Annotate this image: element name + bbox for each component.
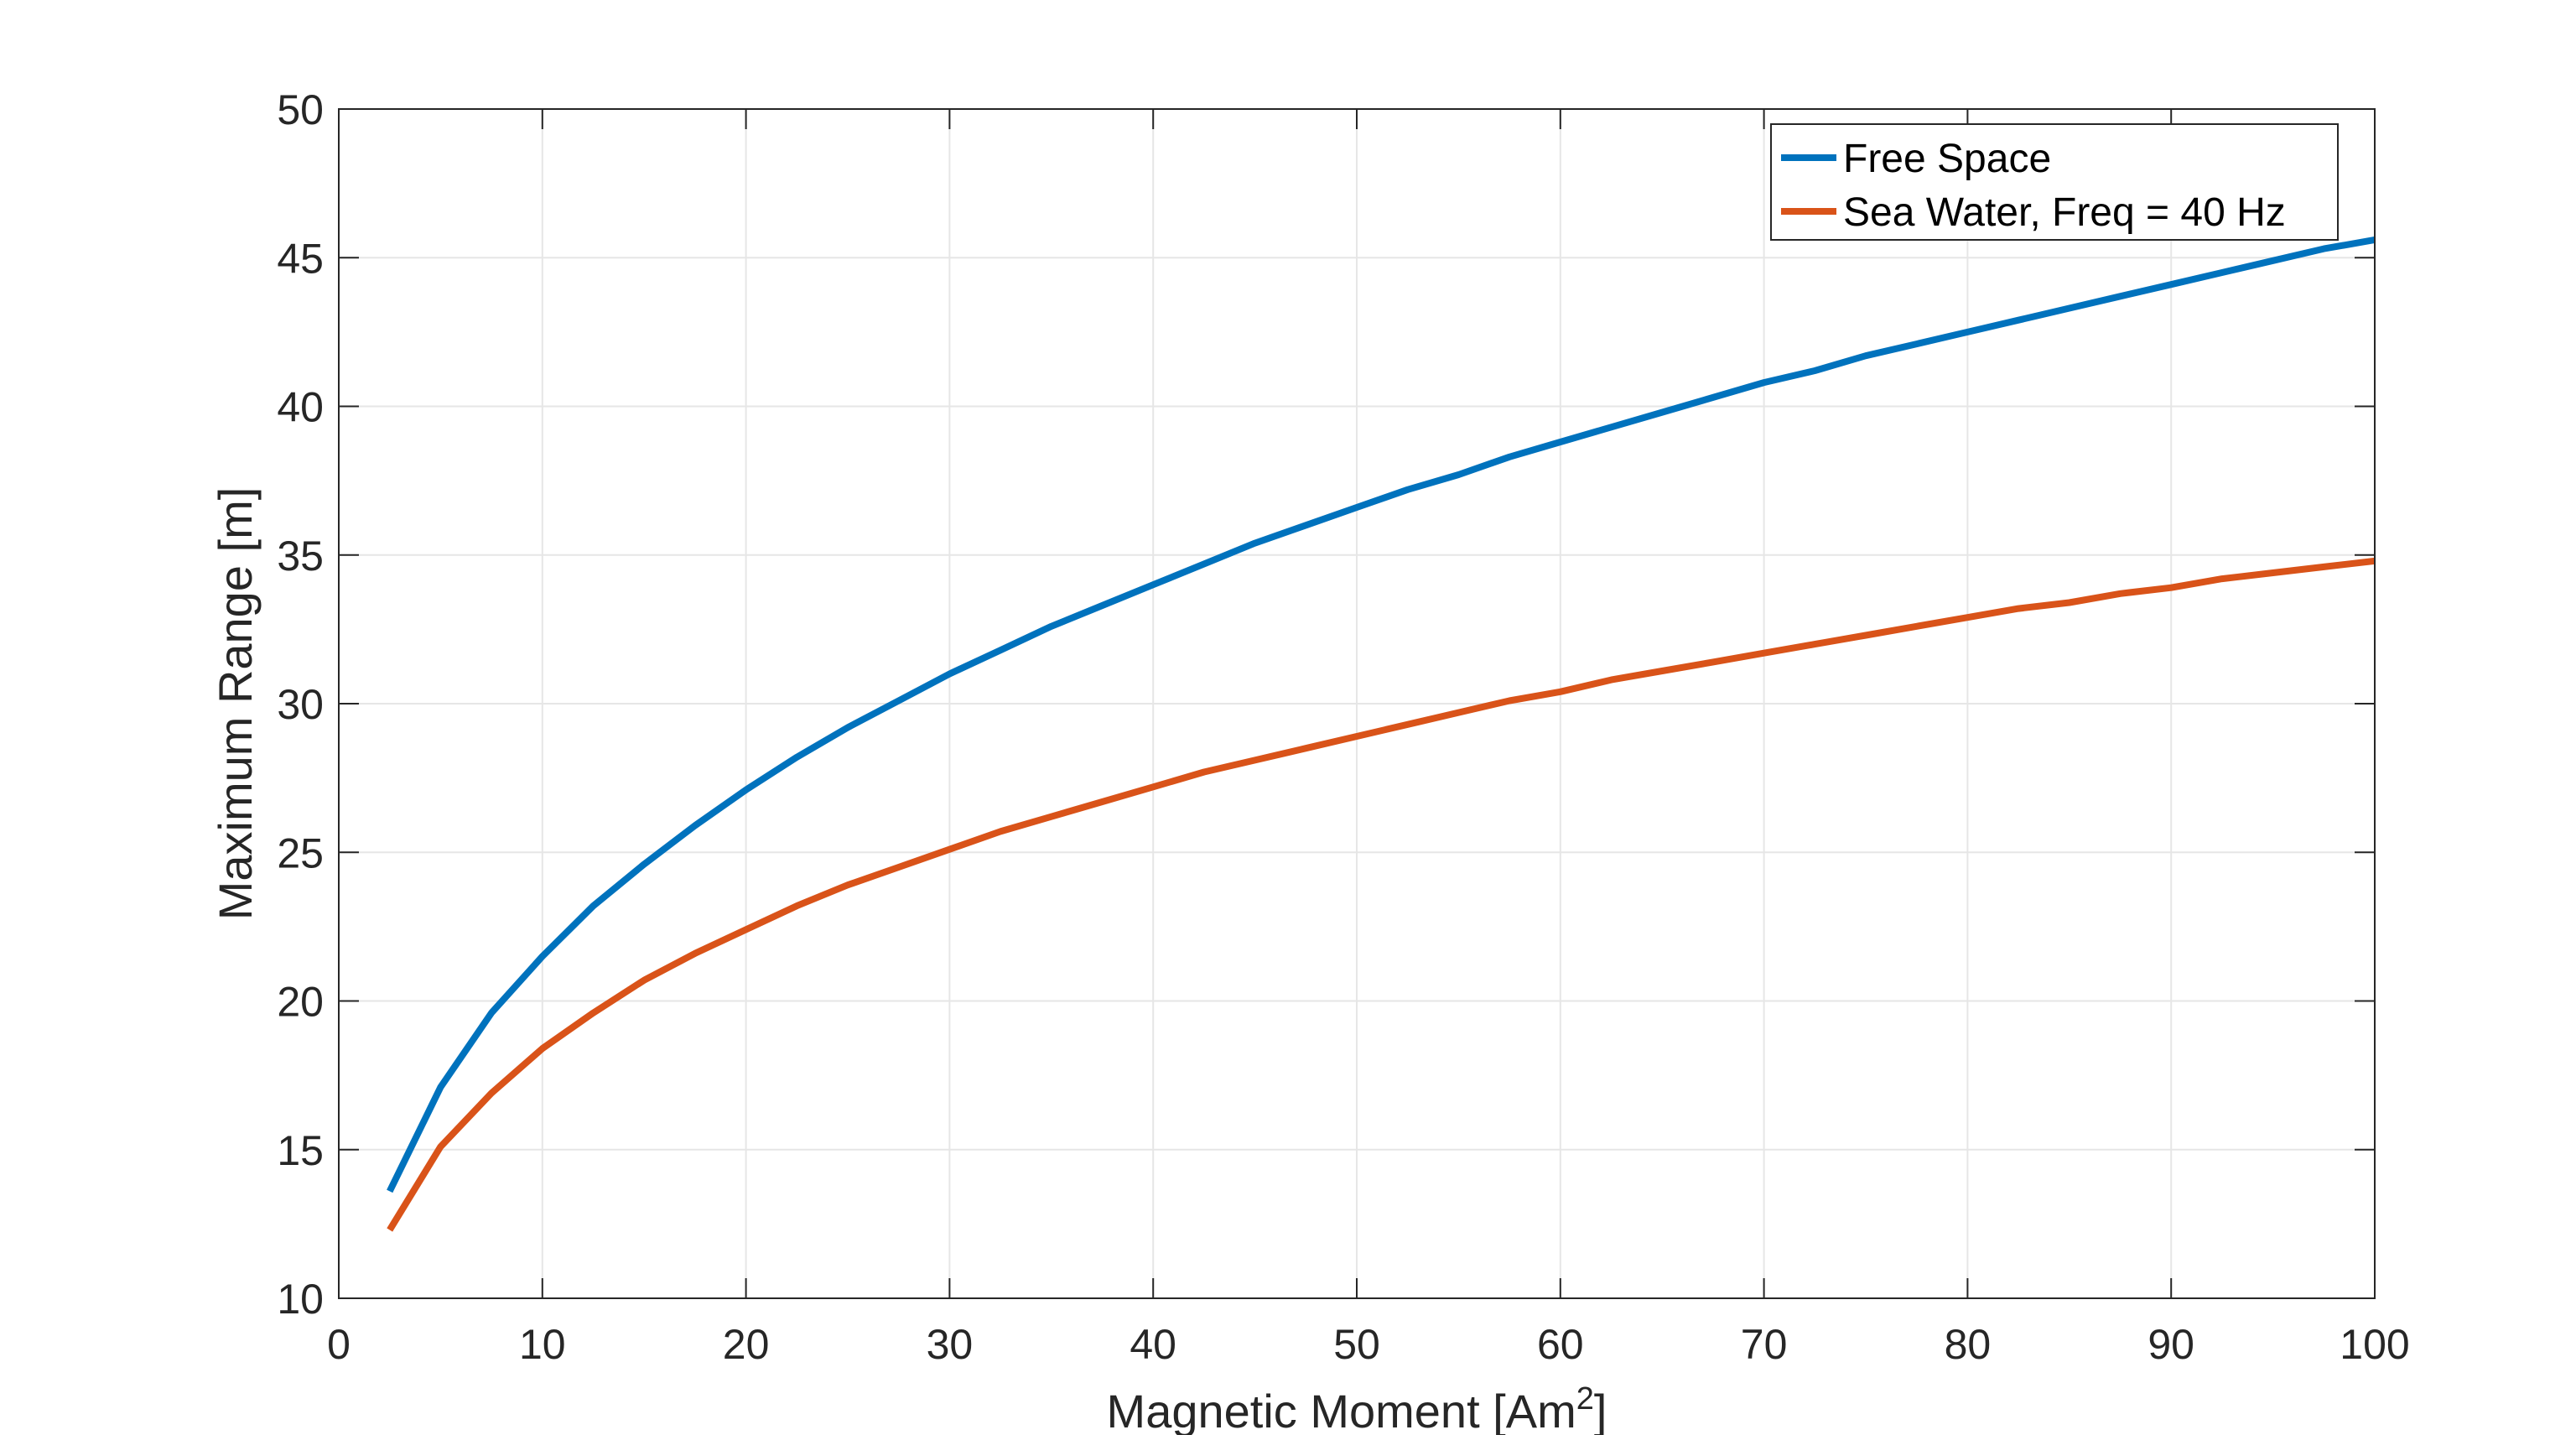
y-tick-labels: 10 15 20 25 30 35 40 45 50 xyxy=(277,86,324,1323)
y-tick-label: 30 xyxy=(277,681,324,728)
x-tick-label: 0 xyxy=(327,1321,351,1368)
y-tick-label: 45 xyxy=(277,235,324,282)
series-lines xyxy=(387,237,2375,1232)
y-tick-label: 35 xyxy=(277,533,324,580)
x-axis-label-superscript: 2 xyxy=(1576,1381,1594,1417)
y-tick-label: 25 xyxy=(277,829,324,876)
x-tick-label: 20 xyxy=(723,1321,770,1368)
x-tick-label: 90 xyxy=(2148,1321,2194,1368)
axis-ticks xyxy=(338,108,2376,1299)
x-tick-label: 100 xyxy=(2340,1321,2409,1368)
legend: Free Space Sea Water, Freq = 40 Hz xyxy=(1770,123,2339,241)
x-axis-label: Magnetic Moment [Am2] xyxy=(1107,1381,1607,1435)
x-tick-label: 30 xyxy=(927,1321,974,1368)
x-axis-label-text: Magnetic Moment [Am xyxy=(1107,1385,1576,1435)
series-line-sea-water-freq-40-hz xyxy=(387,557,2375,1232)
y-tick-label: 40 xyxy=(277,384,324,431)
legend-label: Free Space xyxy=(1843,137,2051,181)
y-tick-label: 20 xyxy=(277,979,324,1026)
series-line-free-space xyxy=(387,237,2375,1193)
legend-label: Sea Water, Freq = 40 Hz xyxy=(1843,190,2286,235)
x-axis-label-suffix: ] xyxy=(1594,1385,1607,1435)
x-tick-label: 80 xyxy=(1945,1321,1992,1368)
x-tick-label: 10 xyxy=(519,1321,566,1368)
y-axis-label: Maximum Range [m] xyxy=(209,487,262,921)
x-tick-label: 70 xyxy=(1741,1321,1788,1368)
y-tick-label: 50 xyxy=(277,86,324,133)
x-tick-label: 40 xyxy=(1130,1321,1176,1368)
x-tick-labels: 0 10 20 30 40 50 60 70 80 90 100 xyxy=(327,1321,2410,1368)
legend-box xyxy=(1770,123,2339,241)
y-tick-label: 15 xyxy=(277,1127,324,1174)
y-tick-label: 10 xyxy=(277,1276,324,1323)
x-tick-label: 60 xyxy=(1537,1321,1584,1368)
x-tick-label: 50 xyxy=(1333,1321,1380,1368)
grid-lines xyxy=(338,108,2376,1299)
